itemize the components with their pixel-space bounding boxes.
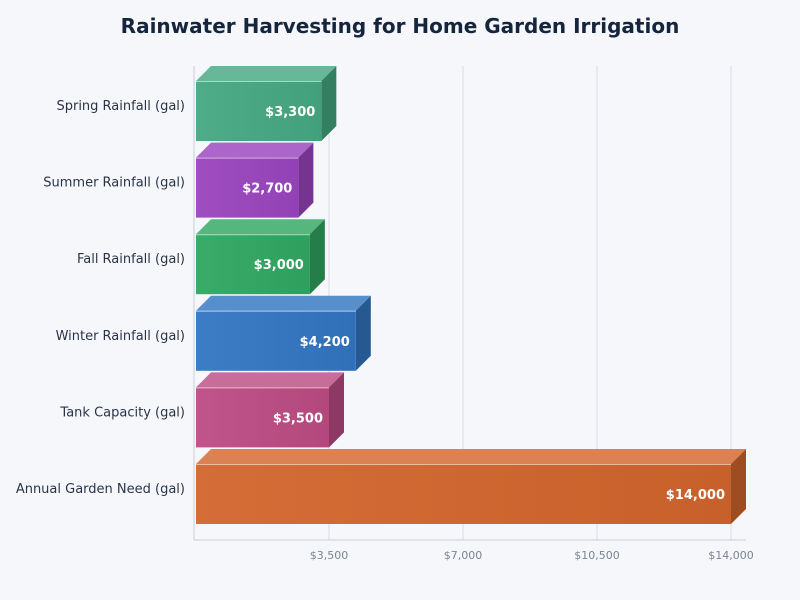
- bar-side-face: [298, 142, 314, 218]
- bar-value-label: $2,700: [242, 182, 292, 197]
- bar-group: [196, 372, 344, 448]
- bar: [196, 234, 310, 295]
- bar-side-face: [309, 219, 325, 295]
- labels: $3,500 $7,000 $10,500 $14,000 $3,300 Spring R…: [16, 99, 754, 562]
- bar: [196, 310, 356, 371]
- bar-value-label: $3,000: [254, 258, 304, 273]
- bar-top-face: [196, 219, 325, 235]
- bar: [196, 387, 329, 448]
- bar: [196, 464, 731, 524]
- bars: [196, 66, 746, 524]
- y-category-label: Spring Rainfall (gal): [56, 99, 185, 114]
- bar: [196, 81, 322, 141]
- bar-group: [196, 449, 746, 524]
- y-category-label: Winter Rainfall (gal): [56, 329, 185, 344]
- y-category-label: Fall Rainfall (gal): [77, 252, 185, 267]
- x-tick-label: $14,000: [708, 549, 754, 562]
- bar-group: [196, 66, 337, 141]
- bar-top-face: [196, 142, 314, 158]
- y-category-label: Summer Rainfall (gal): [43, 176, 185, 191]
- x-tick-label: $3,500: [310, 549, 349, 562]
- bar-side-face: [321, 66, 337, 141]
- bar-value-label: $4,200: [300, 335, 350, 350]
- chart-title: Rainwater Harvesting for Home Garden Irr…: [120, 14, 680, 38]
- bar-side-face: [329, 372, 344, 448]
- y-category-label: Annual Garden Need (gal): [16, 482, 185, 497]
- x-tick-label: $10,500: [574, 549, 620, 562]
- bar-value-label: $3,300: [265, 105, 315, 120]
- y-category-label: Tank Capacity (gal): [59, 405, 185, 420]
- bar-side-face: [731, 449, 746, 524]
- bar-group: [196, 295, 371, 371]
- bar-group: [196, 219, 325, 295]
- bar-top-face: [196, 295, 371, 311]
- bar-value-label: $3,500: [273, 411, 323, 426]
- bar-top-face: [196, 66, 337, 81]
- bar-top-face: [196, 449, 746, 464]
- bar: [196, 157, 299, 218]
- bar-side-face: [355, 295, 371, 371]
- x-tick-label: $7,000: [444, 549, 483, 562]
- bar-value-label: $14,000: [666, 488, 725, 503]
- bar-group: [196, 142, 314, 218]
- bar-top-face: [196, 372, 344, 388]
